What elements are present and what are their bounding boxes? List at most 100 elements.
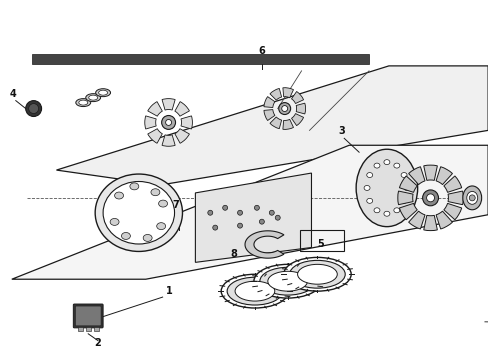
Polygon shape	[56, 66, 488, 185]
Circle shape	[166, 120, 171, 125]
Wedge shape	[264, 109, 275, 121]
Polygon shape	[196, 173, 312, 262]
FancyBboxPatch shape	[75, 306, 101, 326]
Bar	[299, 230, 344, 251]
Circle shape	[213, 225, 218, 230]
Wedge shape	[424, 165, 438, 180]
Circle shape	[222, 205, 228, 210]
Text: 8: 8	[230, 249, 237, 260]
Circle shape	[427, 194, 435, 202]
Ellipse shape	[98, 90, 108, 95]
Text: 1: 1	[166, 286, 172, 296]
Circle shape	[162, 116, 175, 129]
Text: 5: 5	[318, 239, 324, 249]
Wedge shape	[409, 211, 425, 229]
Ellipse shape	[384, 159, 390, 165]
Ellipse shape	[394, 208, 400, 213]
Wedge shape	[270, 117, 282, 129]
Wedge shape	[148, 129, 162, 143]
Ellipse shape	[122, 233, 130, 239]
Text: 3: 3	[338, 126, 345, 136]
Ellipse shape	[103, 181, 174, 244]
Ellipse shape	[115, 192, 123, 199]
Ellipse shape	[95, 174, 182, 251]
Wedge shape	[148, 102, 162, 116]
Polygon shape	[32, 54, 369, 64]
Ellipse shape	[76, 99, 91, 107]
Wedge shape	[444, 203, 462, 220]
Ellipse shape	[268, 271, 308, 291]
Bar	[94, 327, 99, 331]
Circle shape	[238, 223, 243, 228]
Wedge shape	[398, 191, 413, 205]
Ellipse shape	[235, 281, 275, 301]
Wedge shape	[444, 176, 462, 192]
Ellipse shape	[356, 149, 417, 227]
Polygon shape	[245, 231, 284, 258]
Ellipse shape	[401, 198, 407, 203]
Ellipse shape	[367, 172, 373, 177]
Circle shape	[282, 105, 288, 112]
Circle shape	[422, 190, 439, 206]
Circle shape	[259, 219, 264, 224]
Bar	[86, 327, 91, 331]
Ellipse shape	[374, 208, 380, 213]
Ellipse shape	[130, 183, 139, 190]
Ellipse shape	[297, 264, 337, 284]
Wedge shape	[175, 129, 190, 143]
Circle shape	[238, 210, 243, 215]
Wedge shape	[175, 102, 190, 116]
Ellipse shape	[404, 185, 410, 190]
Ellipse shape	[79, 100, 88, 105]
Ellipse shape	[151, 189, 160, 196]
FancyBboxPatch shape	[74, 304, 103, 328]
Circle shape	[29, 104, 39, 113]
Wedge shape	[292, 114, 304, 126]
Wedge shape	[448, 191, 464, 205]
Wedge shape	[436, 167, 452, 185]
Ellipse shape	[89, 95, 98, 100]
Ellipse shape	[157, 223, 166, 230]
Wedge shape	[296, 103, 306, 114]
Wedge shape	[283, 88, 294, 98]
Wedge shape	[181, 116, 193, 129]
Wedge shape	[270, 89, 282, 100]
Circle shape	[270, 210, 274, 215]
Wedge shape	[145, 116, 156, 129]
Text: 4: 4	[10, 89, 17, 99]
Circle shape	[279, 103, 291, 114]
Ellipse shape	[394, 163, 400, 168]
Wedge shape	[436, 211, 452, 229]
Circle shape	[254, 205, 259, 210]
Text: 6: 6	[258, 46, 265, 56]
Circle shape	[469, 195, 475, 201]
Ellipse shape	[374, 163, 380, 168]
Text: 2: 2	[94, 338, 101, 348]
Circle shape	[208, 210, 213, 215]
Wedge shape	[162, 99, 175, 110]
Wedge shape	[409, 167, 425, 185]
Ellipse shape	[254, 264, 321, 298]
Polygon shape	[12, 145, 488, 279]
Ellipse shape	[467, 192, 478, 204]
Ellipse shape	[143, 234, 152, 242]
Ellipse shape	[227, 277, 283, 305]
Wedge shape	[283, 120, 294, 129]
Ellipse shape	[364, 185, 370, 190]
Ellipse shape	[260, 267, 316, 295]
Ellipse shape	[86, 94, 100, 102]
Circle shape	[275, 215, 280, 220]
Wedge shape	[399, 203, 417, 220]
Ellipse shape	[159, 200, 168, 207]
Wedge shape	[162, 135, 175, 146]
Bar	[78, 327, 83, 331]
Ellipse shape	[284, 257, 351, 291]
Ellipse shape	[401, 172, 407, 177]
Text: 7: 7	[172, 200, 179, 210]
Ellipse shape	[221, 274, 289, 308]
Ellipse shape	[96, 89, 111, 96]
Ellipse shape	[463, 186, 482, 210]
Ellipse shape	[384, 211, 390, 216]
Wedge shape	[264, 96, 275, 108]
Ellipse shape	[290, 260, 345, 288]
